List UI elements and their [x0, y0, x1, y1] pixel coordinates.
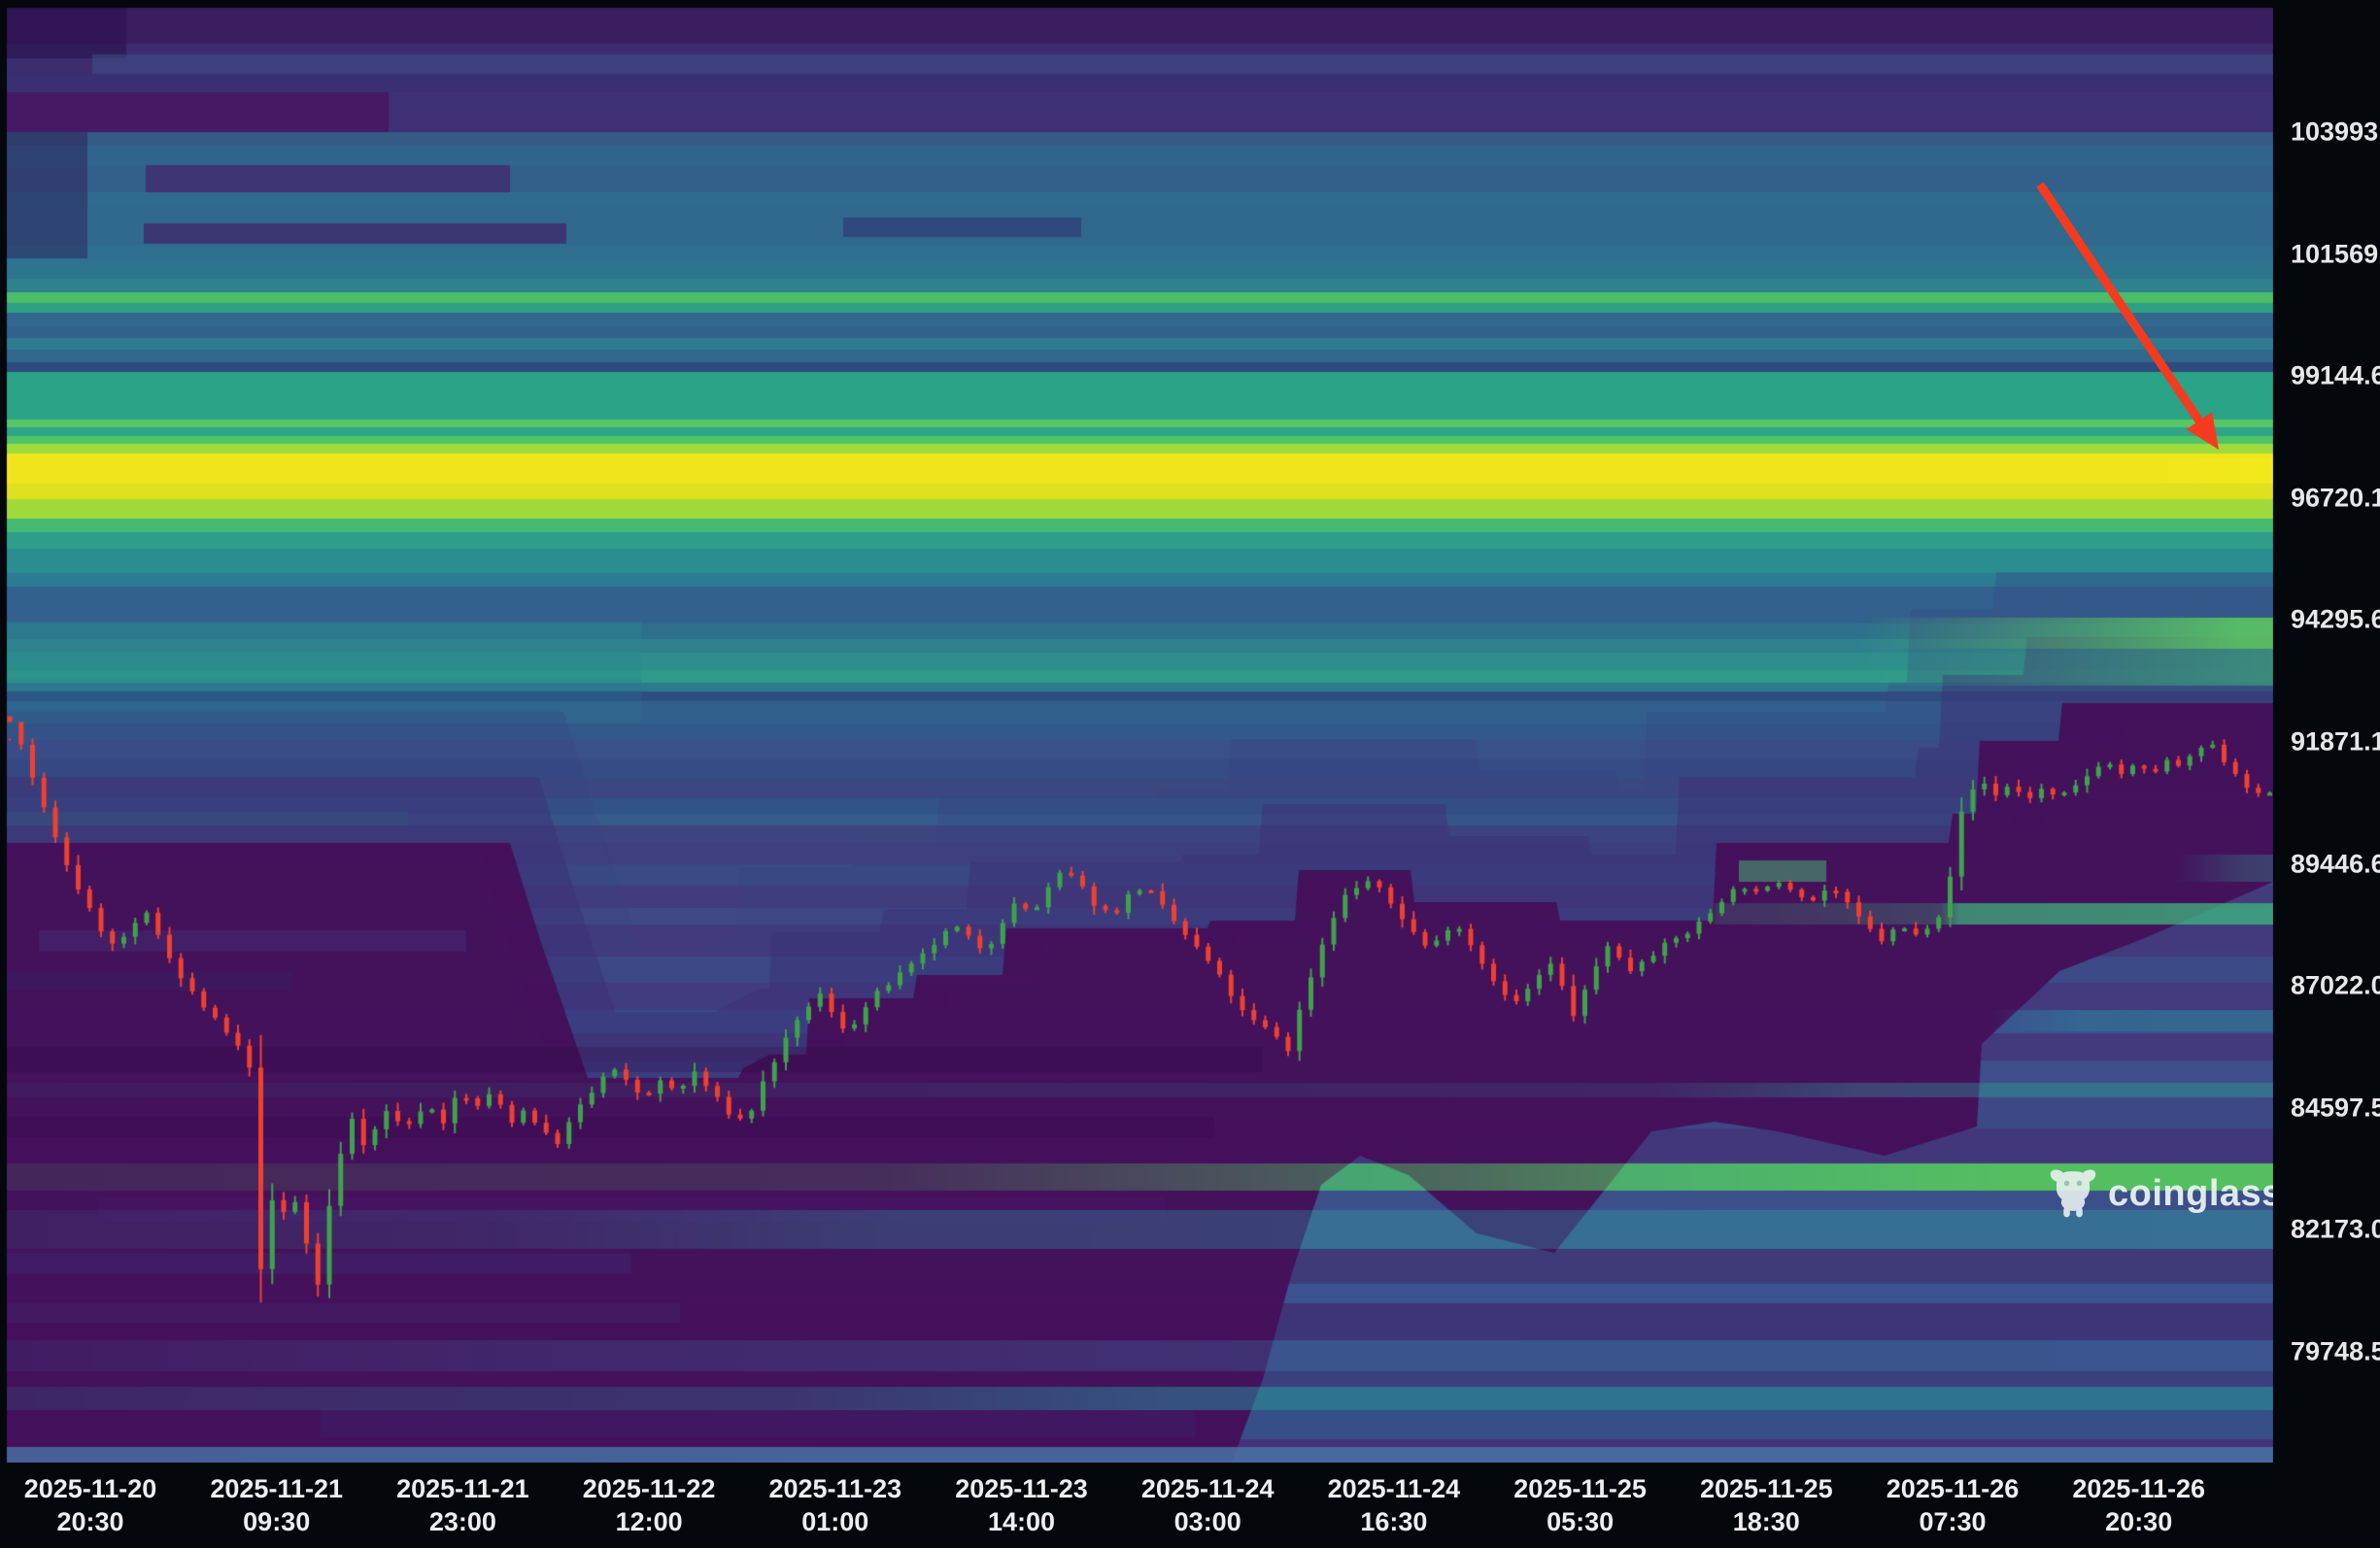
y-axis-label: 96720.16 [2291, 483, 2380, 513]
x-axis-label: 2025-11-26 20:30 [2072, 1472, 2205, 1538]
x-axis-label-time: 12:00 [615, 1507, 683, 1536]
x-axis-label: 2025-11-21 23:00 [396, 1472, 529, 1538]
x-axis-label-date: 2025-11-25 [1699, 1474, 1833, 1503]
price-axis[interactable]: 103993.72 101569.2 99144.68 96720.16 94295.6… [2273, 0, 2380, 1463]
x-axis-label-time: 05:30 [1547, 1507, 1615, 1536]
x-axis-label-time: 14:00 [987, 1507, 1056, 1536]
y-axis-label: 87022.08 [2291, 970, 2380, 1000]
coinglass-watermark: coinglass [2048, 1165, 2283, 1222]
x-axis-label-time: 18:30 [1732, 1507, 1800, 1536]
x-axis-label: 2025-11-21 09:30 [210, 1472, 343, 1538]
y-axis-label: 84597.56 [2291, 1093, 2380, 1123]
x-axis-label-date: 2025-11-21 [210, 1474, 343, 1503]
x-axis-label-date: 2025-11-26 [2072, 1474, 2205, 1503]
x-axis-label-date: 2025-11-23 [955, 1474, 1088, 1503]
x-axis-label: 2025-11-23 14:00 [955, 1472, 1088, 1538]
y-axis-label: 79748.52 [2291, 1336, 2380, 1366]
x-axis-label-date: 2025-11-22 [582, 1474, 716, 1503]
y-axis-label: 101569.2 [2291, 239, 2380, 269]
y-axis-label: 91871.12 [2291, 726, 2380, 757]
x-axis-label-time: 07:30 [1919, 1507, 1987, 1536]
x-axis-label-time: 20:30 [56, 1507, 124, 1536]
x-axis-label-date: 2025-11-24 [1327, 1474, 1461, 1503]
x-axis-label: 2025-11-22 12:00 [583, 1472, 716, 1538]
time-axis[interactable]: 2025-11-20 20:30 2025-11-21 09:30 2025-11-21… [0, 1463, 2380, 1548]
x-axis-label-date: 2025-11-21 [396, 1474, 529, 1503]
x-axis-label: 2025-11-25 05:30 [1513, 1472, 1647, 1538]
y-axis-label: 99144.68 [2291, 360, 2380, 390]
y-axis-label: 89446.6 [2291, 849, 2380, 879]
x-axis-label: 2025-11-24 03:00 [1141, 1472, 1275, 1538]
x-axis-label-time: 23:00 [428, 1507, 496, 1536]
x-axis-label-time: 01:00 [801, 1507, 869, 1536]
x-axis-label-time: 20:30 [2105, 1507, 2173, 1536]
x-axis-label: 2025-11-20 20:30 [24, 1472, 157, 1538]
x-axis-label-time: 03:00 [1173, 1507, 1241, 1536]
y-axis-label: 82173.04 [2291, 1214, 2380, 1244]
y-axis-label: 103993.72 [2291, 117, 2380, 147]
x-axis-label: 2025-11-24 16:30 [1328, 1472, 1461, 1538]
x-axis-label: 2025-11-23 01:00 [768, 1472, 901, 1538]
x-axis-label-date: 2025-11-24 [1140, 1474, 1275, 1503]
x-axis-label-date: 2025-11-26 [1886, 1474, 2020, 1503]
coinglass-bull-icon [2050, 1169, 2096, 1218]
x-axis-label: 2025-11-25 18:30 [1700, 1472, 1833, 1538]
x-axis-label-date: 2025-11-25 [1513, 1474, 1647, 1503]
heatmap-plot-canvas[interactable] [0, 0, 2380, 1463]
y-axis-label: 94295.64 [2291, 604, 2380, 634]
x-axis-label: 2025-11-26 07:30 [1887, 1472, 2020, 1538]
x-axis-label-date: 2025-11-20 [23, 1474, 157, 1503]
coinglass-wordmark: coinglass [2108, 1172, 2283, 1214]
x-axis-label-time: 16:30 [1360, 1507, 1428, 1536]
x-axis-label-date: 2025-11-23 [768, 1474, 902, 1503]
x-axis-label-time: 09:30 [243, 1507, 311, 1536]
